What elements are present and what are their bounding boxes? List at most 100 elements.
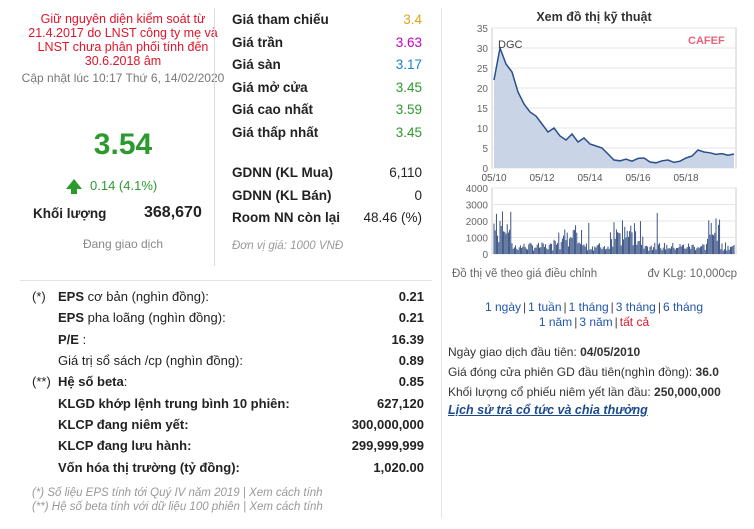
chart-title[interactable]: Xem đồ thị kỹ thuật [536,10,652,24]
period-option[interactable]: 1 tuần [528,300,562,314]
listing-info: Ngày giao dịch đầu tiên: 04/05/2010 Giá … [448,342,721,402]
financial-row: KLCP đang niêm yết: 300,000,000 [32,414,424,435]
financial-prefix [32,460,58,475]
foreign-label: GDNN (KL Mua) [232,165,333,180]
foreign-value: 0 [414,187,422,203]
technical-chart[interactable]: 35 30 25 20 15 10 5 0 DGC CAFEF 05/10 05/12 05/14 05/… [444,22,748,268]
financial-prefix [32,332,58,347]
financial-value: 627,120 [377,395,424,411]
chart-note-unit: đv KLg: 10,000cp [647,268,737,280]
financial-key: EPS [58,289,85,305]
price-tick-label: 10 [477,124,489,135]
x-tick-label: 05/10 [481,173,506,184]
financial-prefix: (*) [32,289,46,305]
financial-row: KLGD khớp lệnh trung bình 10 phiên: 627,1… [32,392,424,413]
financial-label: KLGD khớp lệnh trung bình 10 phiên: [32,396,290,411]
financial-key: P/E [58,331,79,347]
footnote-beta[interactable]: (**) Hệ số beta tính với dữ liệu 100 phi… [32,501,323,513]
divider [20,280,432,281]
divider [441,8,442,518]
foreign-row: GDNN (KL Mua) 6,110 [232,165,422,188]
period-option[interactable]: 1 ngày [484,300,521,314]
financial-key-rest: : [78,331,87,347]
ref-row: Giá trần 3.63 [232,35,422,58]
ref-value: 3.63 [395,34,422,50]
period-selector: 1 ngày | 1 tuần | 1 tháng | 3 tháng | 6 tháng 1 n… [444,300,744,330]
financial-value: 0.85 [398,374,424,390]
financial-key: Vốn hóa thị trường [58,459,177,475]
dividend-history-link[interactable]: Lịch sử trả cổ tức và chia thưởng [448,403,648,417]
foreign-trading: GDNN (KL Mua) 6,110 GDNN (KL Bán) 0 Room N… [232,165,422,233]
first-close-price: Giá đóng cửa phiên GD đầu tiên(nghìn đồn… [448,365,719,379]
footnotes: (*) Số liệu EPS tính tới Quý IV năm 2019… [32,486,323,514]
period-option[interactable]: tất cả [619,315,650,329]
volume-tick-label: 1000 [466,234,489,245]
divider [214,8,215,266]
financial-key-rest: : [184,416,189,432]
ref-label: Giá sàn [232,57,281,72]
price-tick-label: 35 [477,24,489,35]
financial-label: Vốn hóa thị trường (tỷ đồng): [32,460,240,475]
ref-value: 3.45 [395,79,422,95]
financial-label: P/E : [32,332,86,347]
period-option[interactable]: 1 năm [538,315,573,329]
financial-row: Vốn hóa thị trường (tỷ đồng): 1,020.00 [32,456,424,477]
financial-value: 0.21 [398,310,424,326]
financial-label: KLCP đang niêm yết: [32,417,189,432]
financial-value: 299,999,999 [351,438,424,454]
volume-tick-label: 2000 [466,217,489,228]
first-listing-volume: Khối lượng cổ phiếu niêm yết lần đầu: 25… [448,385,721,399]
period-option[interactable]: 6 tháng [662,300,704,314]
financial-prefix [32,417,58,432]
volume-label: Khối lượng [33,206,107,221]
footnote-eps[interactable]: (*) Số liệu EPS tính tới Quý IV năm 2019… [32,487,323,499]
ref-row: Giá thấp nhất 3.45 [232,125,422,148]
financial-key-rest: pha loãng (nghìn đồng): [84,310,226,326]
price-tick-label: 5 [482,144,488,155]
ref-row: Giá mở cửa 3.45 [232,80,422,103]
financial-key-rest: Giá trị sổ sách /cp (nghìn đồng): [58,353,243,369]
financial-key-rest: : [285,395,290,411]
ref-value: 3.4 [403,12,422,27]
financial-prefix [32,396,58,411]
financial-value: 0.21 [398,289,424,305]
ref-label: Giá thấp nhất [232,124,319,140]
update-time: Cập nhật lúc 10:17 Thứ 6, 14/02/2020 [21,71,225,85]
volume-tick-label: 0 [482,250,488,261]
volume-tick-label: 3000 [466,201,489,212]
financial-value: 0.89 [398,353,424,369]
x-tick-label: 05/16 [625,173,650,184]
period-row: 1 năm | 3 năm | tất cả [538,315,650,329]
financial-value: 300,000,000 [351,416,424,432]
financial-key: KLCP đang niêm yết [58,416,185,432]
period-option[interactable]: 1 tháng [568,300,609,314]
foreign-value: 48.46 (%) [363,210,422,225]
ref-value: 3.59 [395,102,422,117]
ref-value: 3.45 [395,124,422,140]
foreign-label: Room NN còn lại [232,210,341,225]
ref-label: Giá trần [232,34,284,50]
price-tick-label: 15 [477,104,489,115]
volume-value: 368,670 [144,204,202,221]
financial-row: EPS pha loãng (nghìn đồng): 0.21 [32,307,424,328]
financial-row: KLCP đang lưu hành: 299,999,999 [32,435,424,456]
price-area [494,48,734,168]
financial-key-rest: : [123,374,128,390]
financial-prefix [32,310,58,325]
volume-tick-label: 4000 [466,184,489,195]
financial-label: Giá trị sổ sách /cp (nghìn đồng): [32,353,243,368]
x-tick-label: 05/18 [673,173,698,184]
ref-label: Giá mở cửa [232,79,308,95]
financial-key: KLCP đang lưu hành [58,438,188,454]
current-price: 3.54 [93,128,153,161]
period-option[interactable]: 3 tháng [615,300,656,314]
x-tick-label: 05/12 [529,173,554,184]
period-option[interactable]: 3 năm [579,315,613,329]
financial-key: EPS [58,310,85,326]
up-arrow-icon [66,178,82,194]
chart-note: Đồ thị vẽ theo giá điều chỉnh đv KLg: 10… [452,268,737,280]
ticker-label: DGC [498,39,523,51]
financial-label: EPS pha loãng (nghìn đồng): [32,310,226,325]
trading-status: Đang giao dịch [82,237,164,251]
foreign-label: GDNN (KL Bán) [232,187,332,203]
